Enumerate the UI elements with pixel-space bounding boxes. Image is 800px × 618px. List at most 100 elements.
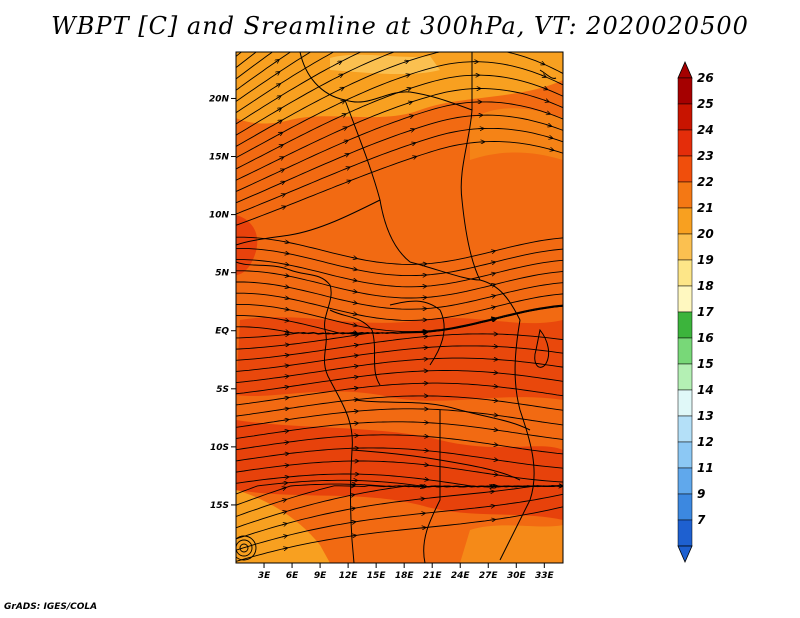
streamline-arrow [342, 127, 347, 129]
streamline-arrow [280, 206, 286, 208]
colorbar-bottom-arrow [677, 545, 693, 563]
streamline-arrow [283, 442, 288, 443]
streamline-arrow [283, 286, 289, 287]
colorbar-swatch [677, 389, 693, 417]
streamline-arrow [409, 129, 414, 131]
streamline-arrow [280, 488, 286, 490]
streamline-arrow [492, 474, 498, 475]
streamline-arrow [283, 264, 289, 265]
streamline-arrow [350, 522, 356, 523]
streamline-arrow [418, 486, 423, 487]
streamline-arrow [352, 399, 358, 400]
streamline-arrow [283, 376, 289, 377]
colorbar-label: 18 [697, 279, 714, 293]
streamline [236, 52, 362, 125]
warm-patch-south [236, 420, 563, 520]
colorbar-label: 15 [697, 357, 714, 371]
colorbar-label: 13 [697, 409, 714, 423]
colorbar-label: 12 [697, 435, 714, 449]
streamline-arrow [283, 331, 289, 332]
x-tick-label: 33E [535, 571, 555, 581]
streamline [236, 52, 257, 69]
colorbar-swatch [677, 363, 693, 391]
colorbar-label: 24 [697, 123, 714, 137]
streamline-arrow [280, 194, 285, 196]
streamline-arrow [490, 273, 495, 274]
streamline-arrow [349, 508, 355, 509]
vortex-sw [236, 535, 257, 561]
warm-patch-center [236, 317, 563, 401]
streamline [236, 141, 563, 226]
streamline-arrow [407, 102, 412, 104]
streamline-arrow [423, 479, 428, 480]
streamline-arrow [283, 355, 289, 356]
streamline [236, 52, 396, 136]
streamline [236, 114, 563, 204]
streamline-arrow [337, 75, 342, 77]
streamline-arrow [283, 387, 289, 388]
streamline [236, 74, 563, 170]
streamline-arrow [547, 137, 553, 138]
streamline-arrow [487, 486, 493, 487]
streamline-arrow [492, 429, 498, 430]
streamline-arrow [343, 154, 349, 156]
y-tick-label: 10N [209, 211, 230, 221]
streamline [236, 88, 563, 181]
streamline-arrow [491, 319, 497, 320]
streamline-arrow [352, 388, 358, 389]
y-tick-label: 5S [216, 385, 229, 395]
colorbar-swatch [677, 415, 693, 443]
x-tick-label: 12E [339, 571, 359, 581]
x-tick-label: 15E [367, 571, 387, 581]
streamline-arrow [283, 398, 289, 399]
colorbar-swatch [677, 441, 693, 469]
streamline-arrow [281, 511, 287, 512]
streamline-arrow [488, 491, 494, 492]
colorbar-swatch [677, 467, 693, 495]
colorbar-swatch [677, 285, 693, 313]
streamline-arrow [283, 454, 289, 455]
streamline-arrow [282, 548, 287, 549]
colorbar-label: 22 [697, 175, 714, 189]
streamline-arrow [351, 269, 357, 270]
colorbar-label: 21 [697, 201, 714, 215]
streamline-arrow [545, 112, 550, 114]
streamline-arrow [274, 60, 279, 63]
streamline [236, 52, 563, 147]
streamline-arrow [492, 386, 497, 387]
x-tick-label: 3E [258, 571, 271, 581]
streamline-arrow [404, 75, 410, 77]
streamline-arrow [423, 465, 428, 466]
streamline-arrow [543, 100, 549, 102]
streamline-arrow [279, 169, 284, 171]
colorbar-swatch [677, 337, 693, 365]
wbpt-patches [236, 52, 563, 563]
streamline [236, 52, 335, 114]
streamline [236, 485, 563, 529]
colorbar-swatch [677, 259, 693, 287]
streamline-arrow [408, 116, 413, 118]
colorbar-swatch [677, 311, 693, 339]
streamline-arrow [339, 101, 345, 103]
streamlines [236, 52, 563, 562]
streamline-arrow [283, 253, 289, 254]
streamline-arrow [275, 72, 279, 75]
streamline-arrow [492, 415, 498, 416]
streamline-arrow [278, 157, 283, 159]
y-tick-label: 20N [209, 94, 230, 104]
x-tick-label: 6E [286, 571, 299, 581]
streamline-arrow [351, 325, 357, 326]
map-title: WBPT [C] and Sreamline at 300hPa, VT: 20… [51, 12, 749, 40]
streamline-arrow [548, 149, 554, 150]
colorbar-label: 26 [697, 71, 714, 85]
streamline-arrow [336, 61, 341, 63]
streamline-arrow [283, 431, 288, 432]
streamline-arrow [351, 313, 357, 314]
streamline [236, 127, 563, 215]
colorbar-label: 14 [697, 383, 714, 397]
streamline-arrow [349, 495, 354, 496]
streamline-arrow [403, 61, 409, 63]
colorbar-label: 17 [697, 305, 714, 319]
streamline-arrow [542, 88, 548, 90]
streamline-arrow [541, 75, 546, 77]
